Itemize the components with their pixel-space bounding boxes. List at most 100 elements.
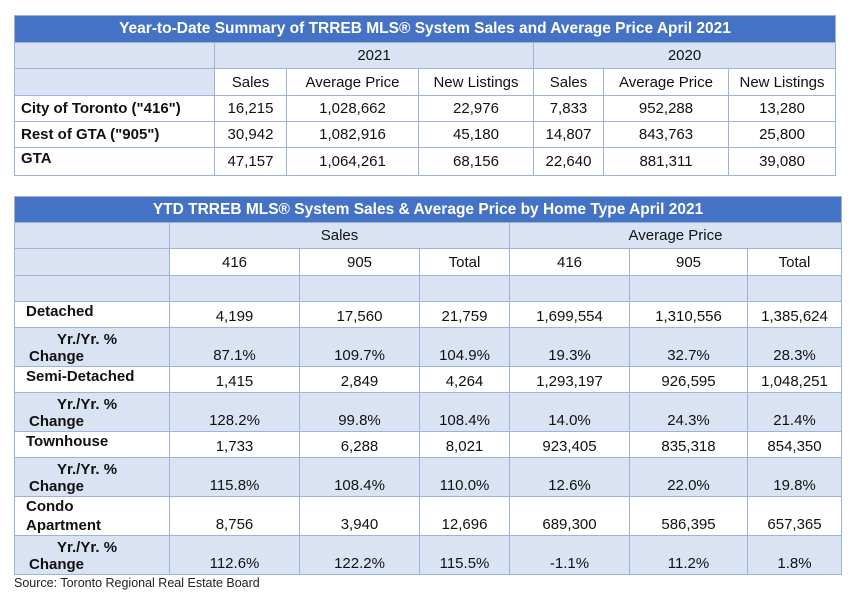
cell-value: 586,395: [629, 496, 748, 536]
group-header-avg-price: Average Price: [508, 222, 843, 249]
cell-value: 30,942: [214, 121, 287, 148]
change-value: 108.4%: [419, 392, 510, 432]
cell-value: 657,365: [746, 496, 843, 536]
change-label: Yr./Yr. % Change: [14, 457, 170, 497]
cell-value: 25,800: [727, 121, 837, 148]
change-label: Yr./Yr. % Change: [14, 327, 170, 367]
change-value: 108.4%: [299, 457, 420, 497]
col-header-sales-905: 905: [299, 248, 420, 276]
col-header-new-listings-2020: New Listings: [727, 68, 837, 96]
cell-value: 21,759: [419, 301, 510, 328]
cell-value: 1,415: [169, 366, 300, 393]
change-row: Yr./Yr. % Change 87.1% 109.7% 104.9% 19.3…: [14, 327, 843, 367]
change-value: 22.0%: [629, 457, 748, 497]
cell-value: 3,940: [299, 496, 420, 536]
cell-value: 1,082,916: [286, 121, 419, 148]
table-row: Detached 4,199 17,560 21,759 1,699,554 1…: [14, 301, 843, 328]
change-value: 104.9%: [419, 327, 510, 367]
summary-header-blank: [14, 68, 215, 96]
col-header-sales-total: Total: [419, 248, 510, 276]
col-header-price-905: 905: [629, 248, 748, 276]
table-row: Condo Apartment 8,756 3,940 12,696 689,30…: [14, 496, 843, 536]
cell-value: 1,048,251: [746, 366, 843, 393]
spacer-row: [14, 275, 843, 302]
cell-value: 843,763: [603, 121, 729, 148]
change-value: 115.8%: [169, 457, 300, 497]
cell-value: 22,640: [533, 147, 604, 176]
col-header-sales-416: 416: [169, 248, 300, 276]
change-value: 14.0%: [509, 392, 630, 432]
row-label: Rest of GTA ("905"): [14, 121, 215, 148]
change-value: 1.8%: [746, 535, 843, 575]
cell-value: 39,080: [727, 147, 837, 176]
cell-value: 923,405: [509, 431, 630, 458]
change-value: -1.1%: [509, 535, 630, 575]
change-value: 122.2%: [299, 535, 420, 575]
home-type-label: Condo Apartment: [14, 496, 170, 536]
row-label: City of Toronto ("416"): [14, 95, 215, 122]
cell-value: 13,280: [727, 95, 837, 122]
change-value: 28.3%: [746, 327, 843, 367]
summary-year-2021: 2021: [214, 42, 534, 69]
change-value: 21.4%: [746, 392, 843, 432]
cell-value: 14,807: [533, 121, 604, 148]
cell-value: 1,310,556: [629, 301, 748, 328]
group-header-sales: Sales: [169, 222, 510, 249]
col-header-sales-2020: Sales: [533, 68, 604, 96]
cell-value: 16,215: [214, 95, 287, 122]
summary-title: Year-to-Date Summary of TRREB MLS® Syste…: [13, 15, 837, 43]
cell-value: 689,300: [509, 496, 630, 536]
cell-value: 1,385,624: [746, 301, 843, 328]
change-value: 128.2%: [169, 392, 300, 432]
home-type-label: Townhouse: [14, 431, 170, 458]
home-type-label: Semi-Detached: [14, 366, 170, 393]
summary-year-2020: 2020: [532, 42, 837, 69]
col-header-avg-price-2021: Average Price: [286, 68, 419, 96]
change-value: 99.8%: [299, 392, 420, 432]
cell-value: 952,288: [603, 95, 729, 122]
cell-value: 7,833: [533, 95, 604, 122]
col-header-sales-2021: Sales: [214, 68, 287, 96]
cell-value: 881,311: [603, 147, 729, 176]
summary-corner-cell: [14, 42, 215, 69]
change-label: Yr./Yr. % Change: [14, 535, 170, 575]
cell-value: 854,350: [746, 431, 843, 458]
table-row: Semi-Detached 1,415 2,849 4,264 1,293,19…: [14, 366, 843, 393]
cell-value: 22,976: [418, 95, 534, 122]
cell-value: 8,756: [169, 496, 300, 536]
change-value: 24.3%: [629, 392, 748, 432]
change-value: 19.3%: [509, 327, 630, 367]
change-row: Yr./Yr. % Change 128.2% 99.8% 108.4% 14.0…: [14, 392, 843, 432]
change-label: Yr./Yr. % Change: [14, 392, 170, 432]
change-row: Yr./Yr. % Change 112.6% 122.2% 115.5% -1.…: [14, 535, 843, 575]
home-type-header-blank: [14, 248, 170, 276]
table-row: City of Toronto ("416") 16,215 1,028,662…: [14, 95, 837, 122]
cell-value: 835,318: [629, 431, 748, 458]
cell-value: 8,021: [419, 431, 510, 458]
cell-value: 1,028,662: [286, 95, 419, 122]
cell-value: 47,157: [214, 147, 287, 176]
change-value: 109.7%: [299, 327, 420, 367]
change-value: 11.2%: [629, 535, 748, 575]
home-type-corner-cell: [14, 222, 170, 249]
home-type-title: YTD TRREB MLS® System Sales & Average Pr…: [13, 196, 843, 223]
cell-value: 1,699,554: [509, 301, 630, 328]
cell-value: 6,288: [299, 431, 420, 458]
change-value: 32.7%: [629, 327, 748, 367]
ytd-summary-table: Year-to-Date Summary of TRREB MLS® Syste…: [13, 15, 837, 176]
change-value: 112.6%: [169, 535, 300, 575]
source-note: Source: Toronto Regional Real Estate Boa…: [14, 576, 260, 590]
table-row: Townhouse 1,733 6,288 8,021 923,405 835,…: [14, 431, 843, 458]
change-value: 110.0%: [419, 457, 510, 497]
cell-value: 12,696: [419, 496, 510, 536]
cell-value: 4,199: [169, 301, 300, 328]
row-label: GTA: [14, 147, 215, 176]
change-value: 12.6%: [509, 457, 630, 497]
change-value: 19.8%: [746, 457, 843, 497]
col-header-new-listings-2021: New Listings: [418, 68, 534, 96]
col-header-price-416: 416: [509, 248, 630, 276]
cell-value: 45,180: [418, 121, 534, 148]
col-header-price-total: Total: [746, 248, 843, 276]
cell-value: 926,595: [629, 366, 748, 393]
cell-value: 1,064,261: [286, 147, 419, 176]
